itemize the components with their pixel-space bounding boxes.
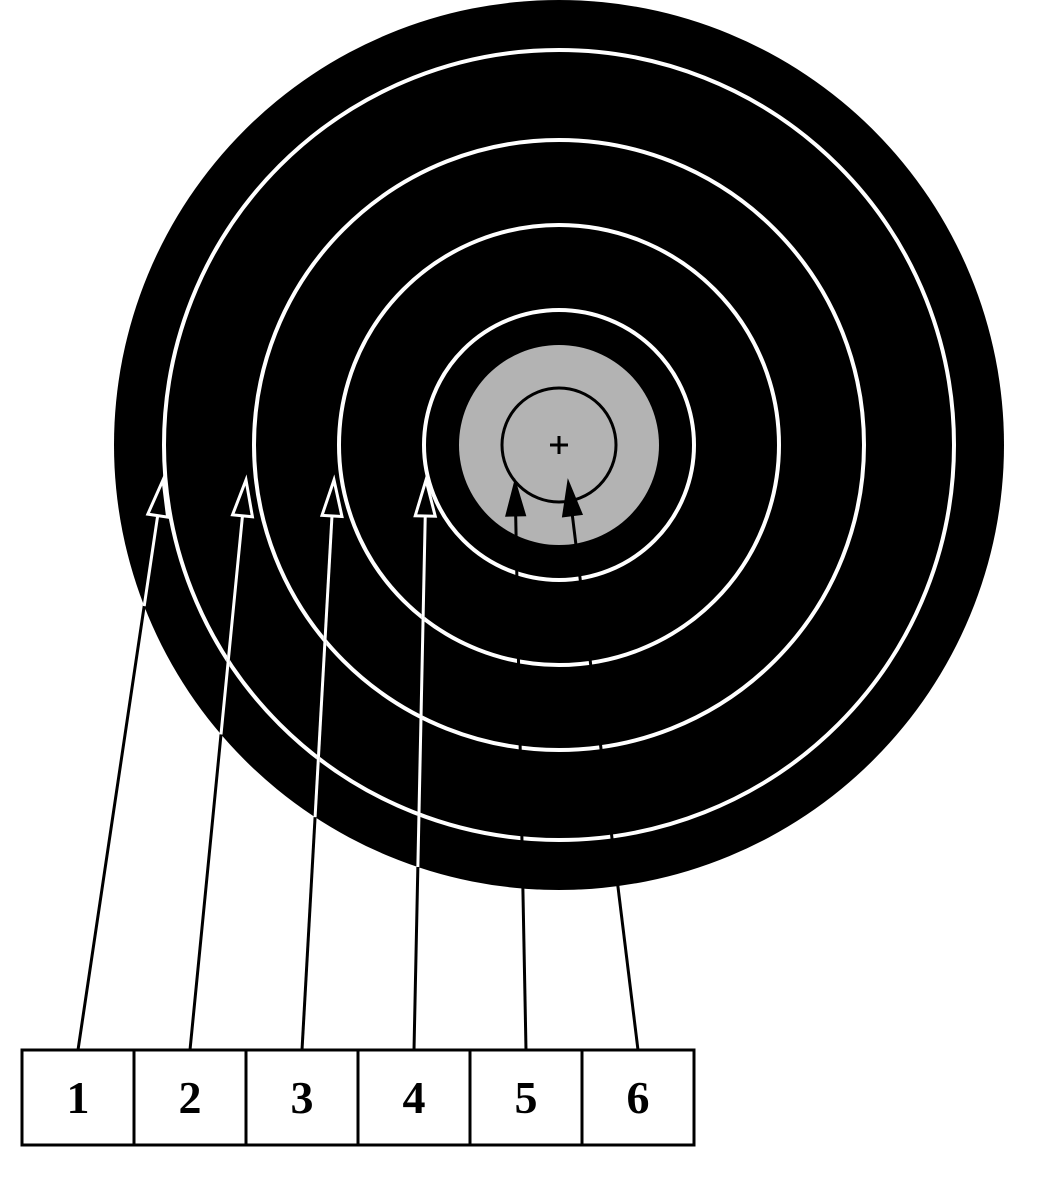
label-cell-4: 4: [403, 1072, 426, 1123]
label-cell-2: 2: [179, 1072, 202, 1123]
label-cell-6: 6: [627, 1072, 650, 1123]
target-diagram: 1 2 3 4 5 6: [0, 0, 1063, 1180]
label-cell-5: 5: [515, 1072, 538, 1123]
label-cell-3: 3: [291, 1072, 314, 1123]
label-cell-1: 1: [67, 1072, 90, 1123]
label-table: 1 2 3 4 5 6: [22, 1050, 694, 1145]
